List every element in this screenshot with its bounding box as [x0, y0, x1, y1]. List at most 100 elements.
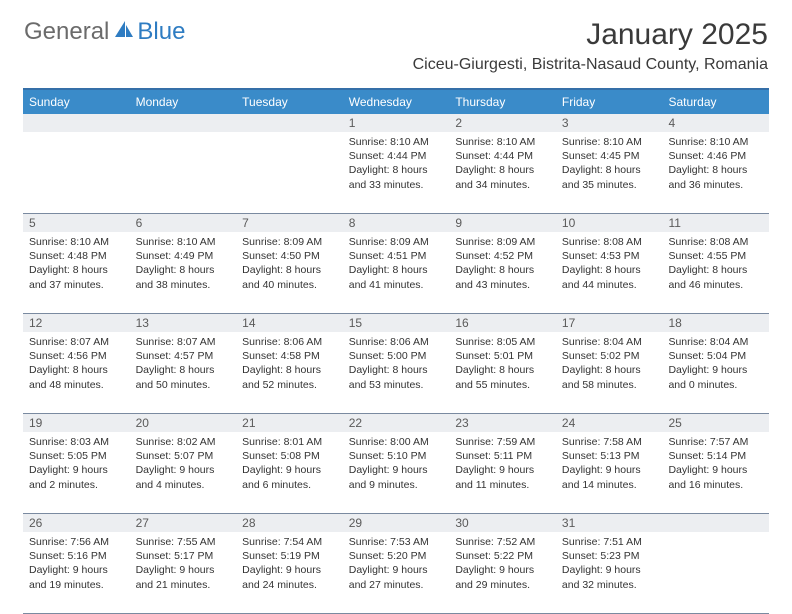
day-cell: Sunrise: 8:10 AMSunset: 4:45 PMDaylight:…	[556, 132, 663, 213]
sunrise-line: Sunrise: 7:56 AM	[29, 535, 124, 549]
daylight-line: Daylight: 9 hoursand 6 minutes.	[242, 463, 337, 491]
sunrise-line: Sunrise: 8:04 AM	[562, 335, 657, 349]
day-number: 24	[556, 414, 663, 432]
daylight-line: Daylight: 8 hoursand 38 minutes.	[136, 263, 231, 291]
day-number: 1	[343, 114, 450, 132]
sunrise-line: Sunrise: 8:08 AM	[668, 235, 763, 249]
daylight-line: Daylight: 9 hoursand 19 minutes.	[29, 563, 124, 591]
sunrise-line: Sunrise: 8:08 AM	[562, 235, 657, 249]
sunrise-line: Sunrise: 8:09 AM	[349, 235, 444, 249]
sunrise-line: Sunrise: 8:05 AM	[455, 335, 550, 349]
sunset-line: Sunset: 5:13 PM	[562, 449, 657, 463]
day-cell	[130, 132, 237, 213]
day-cell: Sunrise: 8:03 AMSunset: 5:05 PMDaylight:…	[23, 432, 130, 513]
day-number-row: 567891011	[23, 214, 769, 232]
day-number: 7	[236, 214, 343, 232]
daylight-line: Daylight: 8 hoursand 53 minutes.	[349, 363, 444, 391]
sunrise-line: Sunrise: 8:02 AM	[136, 435, 231, 449]
daylight-line: Daylight: 9 hoursand 32 minutes.	[562, 563, 657, 591]
sunset-line: Sunset: 5:07 PM	[136, 449, 231, 463]
sunrise-line: Sunrise: 8:10 AM	[349, 135, 444, 149]
sunset-line: Sunset: 5:17 PM	[136, 549, 231, 563]
day-number: 23	[449, 414, 556, 432]
logo-text-blue: Blue	[137, 18, 185, 46]
daylight-line: Daylight: 9 hoursand 0 minutes.	[668, 363, 763, 391]
day-number-row: 262728293031	[23, 514, 769, 532]
day-cell: Sunrise: 7:51 AMSunset: 5:23 PMDaylight:…	[556, 532, 663, 613]
day-cell: Sunrise: 7:58 AMSunset: 5:13 PMDaylight:…	[556, 432, 663, 513]
week-row: Sunrise: 8:10 AMSunset: 4:48 PMDaylight:…	[23, 232, 769, 314]
day-number: 16	[449, 314, 556, 332]
daylight-line: Daylight: 8 hoursand 41 minutes.	[349, 263, 444, 291]
day-number: 2	[449, 114, 556, 132]
day-number	[23, 114, 130, 132]
daylight-line: Daylight: 8 hoursand 34 minutes.	[455, 163, 550, 191]
day-number-row: 19202122232425	[23, 414, 769, 432]
day-number	[662, 514, 769, 532]
sunset-line: Sunset: 5:20 PM	[349, 549, 444, 563]
sunset-line: Sunset: 5:08 PM	[242, 449, 337, 463]
page-header: General Blue January 2025 Ciceu-Giurgest…	[0, 0, 792, 80]
daylight-line: Daylight: 9 hoursand 27 minutes.	[349, 563, 444, 591]
week-row: Sunrise: 8:07 AM Sunset: 4:56 PM Daylight:…	[23, 332, 769, 414]
day-cell: Sunrise: 8:06 AMSunset: 5:00 PMDaylight:…	[343, 332, 450, 413]
sunset-line: Sunset: 5:01 PM	[455, 349, 550, 363]
day-number: 10	[556, 214, 663, 232]
sunset-line: Sunset: 5:11 PM	[455, 449, 550, 463]
sunrise-line: Sunrise: 7:59 AM	[455, 435, 550, 449]
day-number-row: 1234	[23, 114, 769, 132]
sunrise-line: Sunrise: 8:06 AM	[242, 335, 337, 349]
weekday-header-cell: Thursday	[449, 90, 556, 114]
daylight-line: Daylight: 9 hoursand 29 minutes.	[455, 563, 550, 591]
sunset-line: Sunset: 4:52 PM	[455, 249, 550, 263]
sunset-line: Sunset: 5:05 PM	[29, 449, 124, 463]
daylight-line: Daylight: 8 hoursand 36 minutes.	[668, 163, 763, 191]
day-cell: Sunrise: 8:09 AMSunset: 4:51 PMDaylight:…	[343, 232, 450, 313]
day-number: 14	[236, 314, 343, 332]
sunrise-line: Sunrise: 7:51 AM	[562, 535, 657, 549]
day-number: 27	[130, 514, 237, 532]
daylight-line: Daylight: 8 hoursand 43 minutes.	[455, 263, 550, 291]
daylight-line: Daylight: 8 hoursand 52 minutes.	[242, 363, 337, 391]
sunrise-line: Sunrise: 8:07 AM	[136, 335, 231, 349]
weekday-header-cell: Tuesday	[236, 90, 343, 114]
daylight-line: Daylight: 9 hoursand 21 minutes.	[136, 563, 231, 591]
sunset-line: Sunset: 5:04 PM	[668, 349, 763, 363]
day-cell: Sunrise: 8:09 AMSunset: 4:52 PMDaylight:…	[449, 232, 556, 313]
sunrise-line: Sunrise: 8:10 AM	[562, 135, 657, 149]
sunset-line: Sunset: 5:16 PM	[29, 549, 124, 563]
day-cell	[23, 132, 130, 213]
sunrise-line: Sunrise: 8:03 AM	[29, 435, 124, 449]
daylight-line: Daylight: 8 hoursand 46 minutes.	[668, 263, 763, 291]
sunrise-line: Sunrise: 8:09 AM	[242, 235, 337, 249]
sunset-line: Sunset: 4:58 PM	[242, 349, 337, 363]
day-cell: Sunrise: 7:54 AMSunset: 5:19 PMDaylight:…	[236, 532, 343, 613]
sunset-line: Sunset: 5:14 PM	[668, 449, 763, 463]
daylight-line: Daylight: 8 hoursand 50 minutes.	[136, 363, 231, 391]
day-number: 26	[23, 514, 130, 532]
sunrise-line: Sunrise: 7:58 AM	[562, 435, 657, 449]
sunset-line: Sunset: 5:10 PM	[349, 449, 444, 463]
day-cell: Sunrise: 7:53 AMSunset: 5:20 PMDaylight:…	[343, 532, 450, 613]
sunrise-line: Sunrise: 7:55 AM	[136, 535, 231, 549]
daylight-line: Daylight: 8 hoursand 44 minutes.	[562, 263, 657, 291]
day-number: 30	[449, 514, 556, 532]
day-number: 22	[343, 414, 450, 432]
sunset-line: Sunset: 4:56 PM	[29, 349, 124, 363]
daylight-line: Daylight: 9 hoursand 4 minutes.	[136, 463, 231, 491]
day-number	[236, 114, 343, 132]
sunrise-line: Sunrise: 7:53 AM	[349, 535, 444, 549]
day-number: 15	[343, 314, 450, 332]
sunset-line: Sunset: 4:53 PM	[562, 249, 657, 263]
day-cell: Sunrise: 8:00 AMSunset: 5:10 PMDaylight:…	[343, 432, 450, 513]
day-number: 4	[662, 114, 769, 132]
weekday-header-cell: Saturday	[662, 90, 769, 114]
daylight-line: Daylight: 8 hoursand 33 minutes.	[349, 163, 444, 191]
sunset-line: Sunset: 4:51 PM	[349, 249, 444, 263]
daylight-line: Daylight: 9 hoursand 24 minutes.	[242, 563, 337, 591]
sunset-line: Sunset: 5:02 PM	[562, 349, 657, 363]
location-text: Ciceu-Giurgesti, Bistrita-Nasaud County,…	[413, 56, 768, 74]
day-number: 25	[662, 414, 769, 432]
weeks-container: 1234Sunrise: 8:10 AMSunset: 4:44 PMDayli…	[23, 114, 769, 614]
day-number	[130, 114, 237, 132]
